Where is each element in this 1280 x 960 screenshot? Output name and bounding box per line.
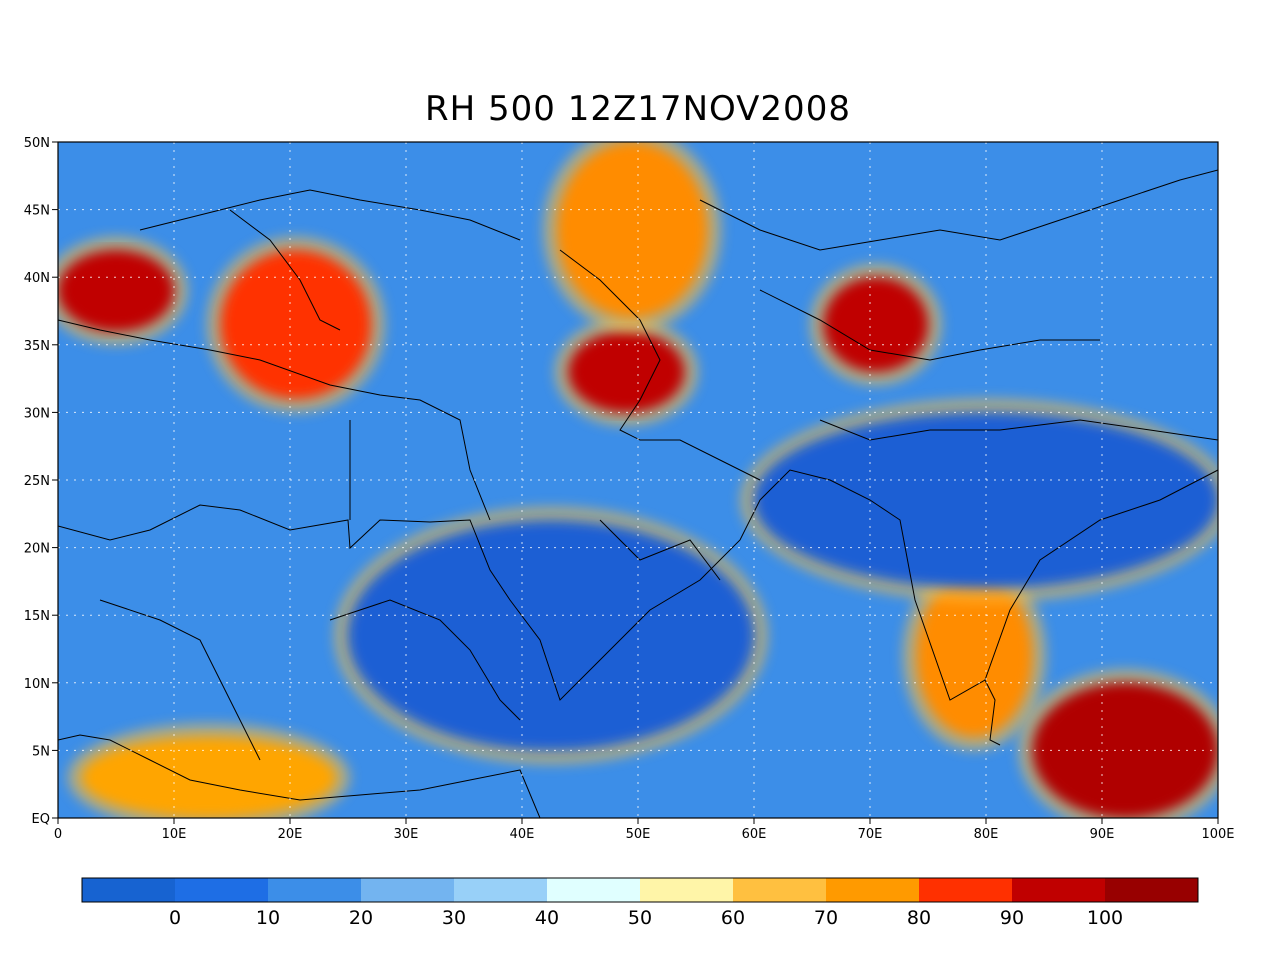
colorbar-swatch <box>268 878 361 902</box>
colorbar-tick-label: 0 <box>169 907 181 929</box>
colorbar-swatch <box>733 878 826 902</box>
colorbar-tick-label: 20 <box>349 907 373 929</box>
x-tick-label: 40E <box>510 827 535 842</box>
colorbar-swatch <box>175 878 268 902</box>
x-tick-label: 20E <box>278 827 303 842</box>
colorbar-swatch <box>361 878 454 902</box>
x-tick-label: 80E <box>974 827 999 842</box>
iran-iraq-moist-core <box>568 331 685 413</box>
colorbar-swatch <box>919 878 1012 902</box>
colorbar-tick-label: 60 <box>721 907 745 929</box>
x-tick-label: 50E <box>626 827 651 842</box>
africa-equatorial-band <box>81 736 337 818</box>
x-tick-label: 70E <box>858 827 883 842</box>
coastlines <box>58 169 1218 818</box>
colorbar-swatch <box>1105 878 1198 902</box>
colorbar-swatch <box>454 878 547 902</box>
colorbar-swatch <box>547 878 640 902</box>
x-tick-label: 90E <box>1090 827 1115 842</box>
colorbar-frame <box>81 877 1199 903</box>
x-tick-label: 30E <box>394 827 419 842</box>
western-med-core <box>58 250 174 332</box>
colorbar-tick-label: 80 <box>907 907 931 929</box>
y-tick-label: 25N <box>24 474 50 489</box>
chart-title: RH 500 12Z17NOV2008 <box>425 89 851 129</box>
x-tick-label: 0 <box>54 827 62 842</box>
colorbar-tick-label: 30 <box>442 907 466 929</box>
y-tick-label: 20N <box>24 542 50 557</box>
colorbar-swatch <box>640 878 733 902</box>
colorbar-swatch <box>826 878 919 902</box>
colorbar-swatch <box>1012 878 1105 902</box>
y-tick-label: 10N <box>24 677 50 692</box>
map-area <box>57 141 1219 819</box>
colorbar-swatch <box>82 878 175 902</box>
lat-lon-grid <box>58 142 1218 818</box>
central-asia-core <box>823 277 928 372</box>
longitude-ticks: 0 10E 20E 30E 40E 50E 60E 70E 80E 90E 100E <box>54 818 1235 842</box>
colorbar-tick-label: 40 <box>535 907 559 929</box>
y-tick-label: EQ <box>32 812 50 827</box>
arabian-dry-core <box>348 520 754 751</box>
y-tick-label: 45N <box>24 204 50 219</box>
italy-balkans-band <box>220 250 372 399</box>
x-tick-label: 10E <box>162 827 187 842</box>
y-tick-label: 50N <box>24 136 50 151</box>
x-tick-label: 100E <box>1201 827 1234 842</box>
latitude-ticks: EQ 5N 10N 15N 20N 25N 30N 35N 40N 45N 50N <box>24 136 58 827</box>
colorbar-tick-label: 90 <box>1000 907 1024 929</box>
colorbar-tick-label: 70 <box>814 907 838 929</box>
y-tick-label: 15N <box>24 609 50 624</box>
north-india-dry <box>754 412 1218 589</box>
colorbar-tick-label: 100 <box>1087 907 1123 929</box>
humidity-regions <box>58 142 1218 818</box>
y-tick-label: 5N <box>32 744 50 759</box>
y-tick-label: 40N <box>24 271 50 286</box>
y-tick-label: 35N <box>24 339 50 354</box>
colorbar: 0 10 20 30 40 50 60 70 80 90 100 <box>81 877 1199 929</box>
caspian-band <box>556 142 708 318</box>
colorbar-tick-label: 50 <box>628 907 652 929</box>
colorbar-tick-label: 10 <box>256 907 280 929</box>
y-tick-label: 30N <box>24 406 50 421</box>
x-tick-label: 60E <box>742 827 767 842</box>
bay-of-bengal-core <box>1032 682 1218 818</box>
